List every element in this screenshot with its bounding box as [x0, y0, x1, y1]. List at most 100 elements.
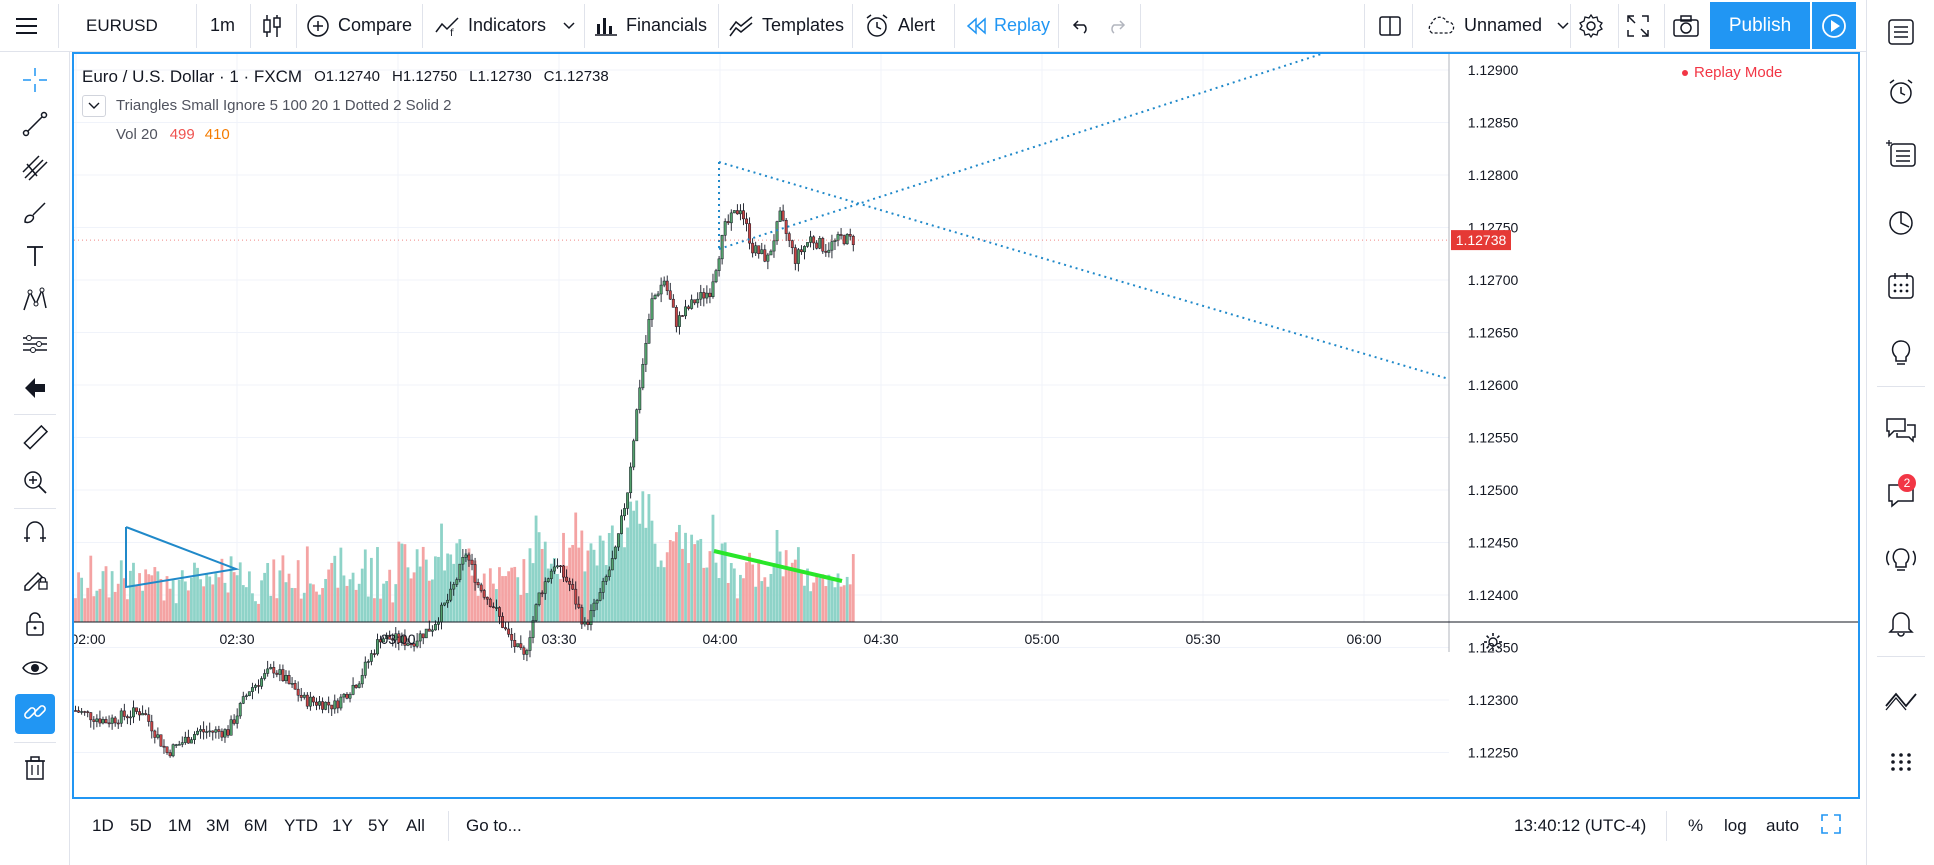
streams-button[interactable] [1881, 540, 1921, 580]
interval-button[interactable]: 1m [210, 0, 235, 51]
settings-button[interactable] [1578, 0, 1604, 51]
alerts-log-button[interactable] [1881, 604, 1921, 644]
indicators-button[interactable]: f Indicators [434, 0, 546, 51]
candle-body [702, 292, 706, 299]
replay-play-button[interactable] [1812, 2, 1856, 49]
text-tool[interactable] [15, 238, 55, 278]
alert-button[interactable]: Alert [864, 0, 935, 51]
range-5y[interactable]: 5Y [368, 801, 389, 851]
remove-drawings-button[interactable] [15, 750, 55, 790]
link-icon [21, 698, 49, 731]
candle-body [629, 466, 633, 494]
range-1m[interactable]: 1M [168, 801, 192, 851]
candle-body [723, 221, 727, 236]
chevron-down-icon [1556, 21, 1570, 31]
range-ytd[interactable]: YTD [284, 801, 318, 851]
candle-body [299, 694, 303, 698]
volume-bar [110, 571, 114, 622]
main-series-legend[interactable]: Euro / U.S. Dollar · 1 · FXCM O 1.12740 H… [82, 62, 609, 91]
maximize-chart-button[interactable] [1820, 801, 1842, 851]
crosshair-tool[interactable] [15, 62, 55, 102]
lock-drawings-button[interactable] [15, 606, 55, 646]
alerts-panel-button[interactable] [1881, 74, 1921, 114]
chart-canvas[interactable]: 1.12900 1.12850 1.12800 1.12750 1.12700 1.126… [74, 54, 1858, 797]
zoom-tool[interactable] [15, 464, 55, 504]
financials-button[interactable]: Financials [594, 0, 707, 51]
range-5d[interactable]: 5D [130, 801, 152, 851]
hotlist-button[interactable] [1881, 204, 1921, 244]
compare-button[interactable]: Compare [306, 0, 412, 51]
redo-button[interactable] [1106, 0, 1128, 51]
volume-bar [467, 548, 471, 622]
undo-button[interactable] [1070, 0, 1092, 51]
chart-type-button[interactable] [260, 0, 284, 51]
volume-bar [513, 566, 517, 622]
volume-bar [461, 563, 465, 622]
candle-body [763, 249, 767, 262]
pitchfork-tool[interactable] [15, 150, 55, 190]
trend-line-tool[interactable] [15, 106, 55, 146]
brush-tool[interactable] [15, 194, 55, 234]
volume-legend[interactable]: Vol 20 499 410 [82, 120, 609, 149]
candle-body [653, 295, 657, 299]
volume-bar [620, 528, 623, 622]
auto-toggle[interactable]: auto [1766, 801, 1799, 851]
calendar-button[interactable] [1881, 268, 1921, 308]
volume-bar [427, 580, 431, 622]
indicators-label: Indicators [468, 15, 547, 35]
volume-bar [598, 535, 602, 622]
range-1y[interactable]: 1Y [332, 801, 353, 851]
maximize-icon [1820, 813, 1842, 840]
data-window-button[interactable] [1881, 136, 1921, 176]
volume-bar [220, 558, 224, 622]
menu-button[interactable] [14, 0, 40, 51]
magnet-tool[interactable] [15, 514, 55, 554]
candle-body [534, 604, 538, 621]
ideas-button[interactable] [1881, 334, 1921, 374]
volume-bar [501, 576, 504, 622]
templates-button[interactable]: Templates [728, 0, 844, 51]
range-6m[interactable]: 6M [244, 801, 268, 851]
range-all[interactable]: All [406, 801, 425, 851]
prediction-tool[interactable] [15, 326, 55, 366]
volume-bar [549, 563, 553, 622]
interval-label: 1m [210, 15, 236, 35]
save-layout-button[interactable]: Unnamed [1424, 0, 1570, 51]
replay-button[interactable]: Replay [966, 0, 1050, 51]
range-1d[interactable]: 1D [92, 801, 114, 851]
candle-body [235, 715, 239, 724]
candle-body [711, 281, 715, 297]
indicators-dropdown[interactable] [562, 0, 576, 51]
log-toggle[interactable]: log [1724, 801, 1747, 851]
layout-select-button[interactable] [1378, 0, 1402, 51]
volume-bar [308, 583, 312, 622]
hide-drawings-button[interactable] [15, 650, 55, 690]
publish-button[interactable]: Publish [1710, 2, 1810, 49]
dom-button[interactable] [1881, 682, 1921, 722]
go-to-button[interactable]: Go to... [466, 801, 522, 851]
chart-pane[interactable]: 1.12900 1.12850 1.12800 1.12750 1.12700 1.126… [72, 52, 1860, 799]
candle-body [223, 729, 227, 738]
sync-drawings-button[interactable] [15, 694, 55, 734]
chats-button[interactable] [1881, 412, 1921, 452]
hide-toolbar-button[interactable] [15, 370, 55, 410]
time-tick-label: 04:00 [702, 631, 737, 647]
stay-in-drawing-mode[interactable] [15, 560, 55, 600]
snapshot-button[interactable] [1672, 0, 1700, 51]
data-window-icon [1885, 138, 1917, 175]
collapse-legend-button[interactable] [82, 94, 106, 117]
percent-toggle[interactable]: % [1688, 801, 1703, 851]
candle-body [77, 710, 81, 713]
symbol-search-button[interactable]: EURUSD [86, 0, 158, 51]
range-3m[interactable]: 3M [206, 801, 230, 851]
watchlist-button[interactable] [1881, 14, 1921, 54]
clock-timezone[interactable]: 13:40:12 (UTC-4) [1514, 801, 1646, 851]
measure-tool[interactable] [15, 420, 55, 460]
fullscreen-button[interactable] [1626, 0, 1650, 51]
pattern-tool[interactable] [15, 282, 55, 322]
volume-bar [150, 575, 154, 622]
indicator-legend[interactable]: Triangles Small Ignore 5 100 20 1 Dotted… [82, 91, 609, 120]
more-widgets-button[interactable] [1881, 744, 1921, 784]
candle-body [80, 711, 84, 713]
candle-body [516, 643, 520, 647]
